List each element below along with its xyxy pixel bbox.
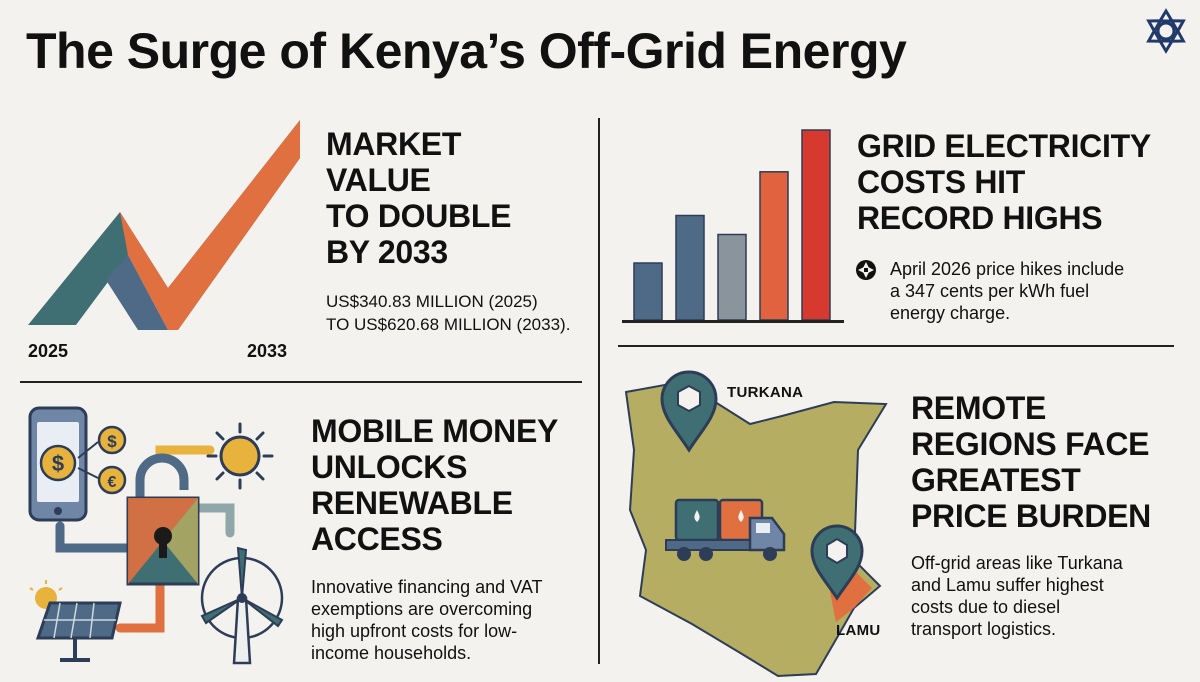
svg-text:$: $: [107, 432, 117, 451]
turkana-map-pin-icon: [660, 370, 718, 453]
vertical-divider: [598, 118, 600, 664]
fuel-truck-icon: [665, 498, 786, 561]
mobile-heading: MOBILE MONEY UNLOCKS RENEWABLE ACCESS: [311, 413, 559, 557]
price-bar-chart-icon: [622, 129, 844, 323]
remote-body-text: Off-grid areas like Turkana and Lamu suf…: [911, 553, 1123, 639]
grid-heading: GRID ELECTRICITY COSTS HIT RECORD HIGHS: [857, 128, 1151, 236]
svg-text:€: €: [108, 474, 117, 491]
kenya-map-illustration: [624, 370, 888, 678]
wind-turbine-icon: [200, 546, 284, 665]
grid-note-text: April 2026 price hikes include a 347 cen…: [890, 259, 1125, 323]
lamu-map-pin-icon: [810, 524, 864, 601]
lamu-label: LAMU: [836, 622, 881, 639]
price-bar-4: [759, 171, 789, 321]
price-bar-5: [801, 129, 831, 321]
growth-arrow-icon: [28, 120, 300, 330]
logo-icon: [1146, 8, 1186, 54]
market-heading: MARKET VALUE TO DOUBLE BY 2033: [326, 126, 512, 270]
price-bar-2: [675, 214, 705, 321]
right-horizontal-divider: [618, 345, 1174, 347]
aperture-bullet-icon: [856, 260, 876, 280]
euro-coin-icon: €: [77, 465, 127, 495]
price-bar-3: [717, 233, 747, 321]
market-value-text: US$340.83 MILLION (2025) TO US$620.68 MI…: [326, 292, 571, 334]
price-bar-1: [633, 262, 663, 321]
phone-icon: $: [28, 406, 88, 522]
padlock-icon: [126, 453, 200, 586]
mobile-money-illustration: $ $ €: [28, 406, 284, 665]
mobile-body-text: Innovative financing and VAT exemptions …: [311, 577, 543, 663]
dollar-coin-icon: $: [77, 425, 127, 459]
year-end-label: 2033: [247, 341, 288, 361]
year-start-label: 2025: [28, 341, 69, 361]
solar-panel-icon: [29, 580, 122, 662]
page-title: The Surge of Kenya’s Off-Grid Energy: [26, 23, 907, 79]
turkana-label: TURKANA: [727, 384, 804, 401]
remote-heading: REMOTE REGIONS FACE GREATEST PRICE BURDE…: [911, 390, 1151, 534]
svg-text:$: $: [52, 451, 64, 476]
left-horizontal-divider: [20, 381, 582, 383]
sun-icon: [206, 422, 274, 490]
